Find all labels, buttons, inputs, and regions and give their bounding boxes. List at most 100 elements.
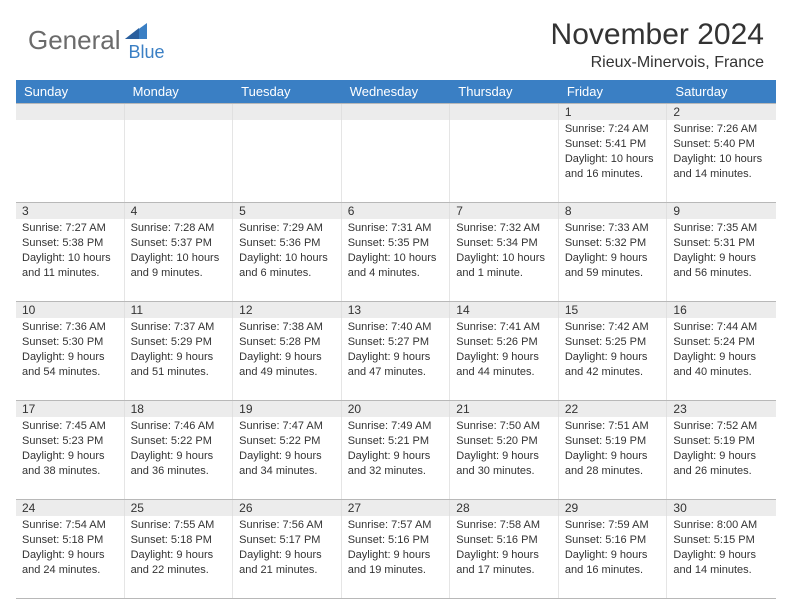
day-cell: Sunrise: 7:44 AMSunset: 5:24 PMDaylight:… [667,318,776,400]
daylight-text: Daylight: 9 hours and 24 minutes. [22,548,118,578]
day-cell [450,120,559,202]
day-cell: Sunrise: 7:40 AMSunset: 5:27 PMDaylight:… [342,318,451,400]
daylight-text: Daylight: 10 hours and 16 minutes. [565,152,661,182]
daylight-text: Daylight: 10 hours and 9 minutes. [131,251,227,281]
sunrise-text: Sunrise: 7:42 AM [565,320,661,335]
day-number [450,104,559,120]
sunset-text: Sunset: 5:21 PM [348,434,444,449]
sunset-text: Sunset: 5:40 PM [673,137,770,152]
day-cell: Sunrise: 7:54 AMSunset: 5:18 PMDaylight:… [16,516,125,598]
sunrise-text: Sunrise: 7:50 AM [456,419,552,434]
week-0: Sunrise: 7:24 AMSunset: 5:41 PMDaylight:… [16,120,776,202]
daylight-text: Daylight: 9 hours and 38 minutes. [22,449,118,479]
sunrise-text: Sunrise: 7:36 AM [22,320,118,335]
day-cell [125,120,234,202]
sunrise-text: Sunrise: 7:41 AM [456,320,552,335]
daylight-text: Daylight: 9 hours and 59 minutes. [565,251,661,281]
day-header-friday: Friday [559,80,668,103]
day-cell: Sunrise: 7:58 AMSunset: 5:16 PMDaylight:… [450,516,559,598]
day-number: 14 [450,302,559,318]
daylight-text: Daylight: 9 hours and 30 minutes. [456,449,552,479]
sunset-text: Sunset: 5:31 PM [673,236,770,251]
sunrise-text: Sunrise: 7:24 AM [565,122,661,137]
day-cell: Sunrise: 7:45 AMSunset: 5:23 PMDaylight:… [16,417,125,499]
day-cell [16,120,125,202]
day-cell: Sunrise: 7:56 AMSunset: 5:17 PMDaylight:… [233,516,342,598]
daylight-text: Daylight: 10 hours and 14 minutes. [673,152,770,182]
sunrise-text: Sunrise: 8:00 AM [673,518,770,533]
day-cell: Sunrise: 7:46 AMSunset: 5:22 PMDaylight:… [125,417,234,499]
sunset-text: Sunset: 5:26 PM [456,335,552,350]
day-cell: Sunrise: 7:52 AMSunset: 5:19 PMDaylight:… [667,417,776,499]
day-number: 9 [667,203,776,219]
sunrise-text: Sunrise: 7:31 AM [348,221,444,236]
day-header-saturday: Saturday [667,80,776,103]
day-number: 18 [125,401,234,417]
day-cell: Sunrise: 7:47 AMSunset: 5:22 PMDaylight:… [233,417,342,499]
sunset-text: Sunset: 5:41 PM [565,137,661,152]
day-cell: Sunrise: 7:28 AMSunset: 5:37 PMDaylight:… [125,219,234,301]
week-3-num-row: 17181920212223 [16,400,776,417]
sunset-text: Sunset: 5:19 PM [565,434,661,449]
daylight-text: Daylight: 9 hours and 14 minutes. [673,548,770,578]
day-cell: Sunrise: 8:00 AMSunset: 5:15 PMDaylight:… [667,516,776,598]
day-number: 28 [450,500,559,516]
sunrise-text: Sunrise: 7:57 AM [348,518,444,533]
day-cell: Sunrise: 7:49 AMSunset: 5:21 PMDaylight:… [342,417,451,499]
day-cell: Sunrise: 7:26 AMSunset: 5:40 PMDaylight:… [667,120,776,202]
day-header-tuesday: Tuesday [233,80,342,103]
sunrise-text: Sunrise: 7:32 AM [456,221,552,236]
sunrise-text: Sunrise: 7:33 AM [565,221,661,236]
day-cell: Sunrise: 7:37 AMSunset: 5:29 PMDaylight:… [125,318,234,400]
sunrise-text: Sunrise: 7:47 AM [239,419,335,434]
day-cell: Sunrise: 7:31 AMSunset: 5:35 PMDaylight:… [342,219,451,301]
week-3: Sunrise: 7:45 AMSunset: 5:23 PMDaylight:… [16,417,776,499]
day-number: 8 [559,203,668,219]
day-number: 27 [342,500,451,516]
sunrise-text: Sunrise: 7:46 AM [131,419,227,434]
sunrise-text: Sunrise: 7:52 AM [673,419,770,434]
day-cell: Sunrise: 7:42 AMSunset: 5:25 PMDaylight:… [559,318,668,400]
daylight-text: Daylight: 9 hours and 56 minutes. [673,251,770,281]
day-number: 11 [125,302,234,318]
sunrise-text: Sunrise: 7:28 AM [131,221,227,236]
week-2-num-row: 10111213141516 [16,301,776,318]
day-cell: Sunrise: 7:50 AMSunset: 5:20 PMDaylight:… [450,417,559,499]
sunset-text: Sunset: 5:24 PM [673,335,770,350]
location: Rieux-Minervois, France [551,54,764,72]
day-header-wednesday: Wednesday [342,80,451,103]
week-1: Sunrise: 7:27 AMSunset: 5:38 PMDaylight:… [16,219,776,301]
sunrise-text: Sunrise: 7:56 AM [239,518,335,533]
sunrise-text: Sunrise: 7:35 AM [673,221,770,236]
day-number: 17 [16,401,125,417]
sunset-text: Sunset: 5:18 PM [22,533,118,548]
sunrise-text: Sunrise: 7:40 AM [348,320,444,335]
daylight-text: Daylight: 9 hours and 36 minutes. [131,449,227,479]
daylight-text: Daylight: 10 hours and 6 minutes. [239,251,335,281]
sunrise-text: Sunrise: 7:38 AM [239,320,335,335]
week-4: Sunrise: 7:54 AMSunset: 5:18 PMDaylight:… [16,516,776,599]
day-cell: Sunrise: 7:32 AMSunset: 5:34 PMDaylight:… [450,219,559,301]
day-number: 20 [342,401,451,417]
day-number [16,104,125,120]
daylight-text: Daylight: 9 hours and 26 minutes. [673,449,770,479]
sunrise-text: Sunrise: 7:49 AM [348,419,444,434]
daylight-text: Daylight: 9 hours and 34 minutes. [239,449,335,479]
daylight-text: Daylight: 9 hours and 40 minutes. [673,350,770,380]
sunset-text: Sunset: 5:32 PM [565,236,661,251]
daylight-text: Daylight: 9 hours and 21 minutes. [239,548,335,578]
daylight-text: Daylight: 9 hours and 47 minutes. [348,350,444,380]
daylight-text: Daylight: 9 hours and 42 minutes. [565,350,661,380]
daylight-text: Daylight: 9 hours and 49 minutes. [239,350,335,380]
sunrise-text: Sunrise: 7:37 AM [131,320,227,335]
day-header-monday: Monday [125,80,234,103]
day-number: 3 [16,203,125,219]
daylight-text: Daylight: 9 hours and 32 minutes. [348,449,444,479]
day-number [125,104,234,120]
week-4-num-row: 24252627282930 [16,499,776,516]
sunset-text: Sunset: 5:16 PM [565,533,661,548]
sunset-text: Sunset: 5:34 PM [456,236,552,251]
daylight-text: Daylight: 9 hours and 51 minutes. [131,350,227,380]
week-1-num-row: 3456789 [16,202,776,219]
day-number: 6 [342,203,451,219]
